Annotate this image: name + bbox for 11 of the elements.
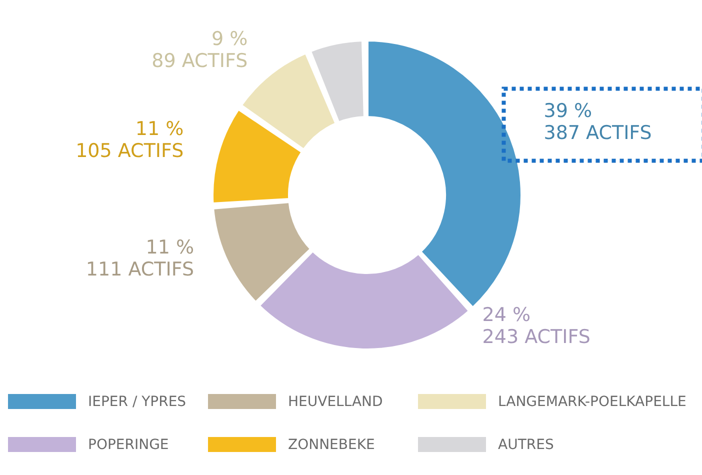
data-label: 11 % 111 ACTIFS	[86, 236, 194, 280]
data-label: 24 % 243 ACTIFS	[482, 304, 590, 348]
legend-label: ZONNEBEKE	[288, 436, 375, 452]
legend-label: POPERINGE	[88, 436, 169, 452]
legend-label: IEPER / YPRES	[88, 394, 186, 410]
legend-label: AUTRES	[498, 436, 554, 452]
legend-label: LANGEMARK-POELKAPELLE	[498, 394, 686, 410]
legend-label: HEUVELLAND	[288, 394, 383, 410]
data-label: 39 % 387 ACTIFS	[544, 100, 652, 144]
data-label: 9 % 89 ACTIFS	[152, 28, 248, 72]
data-label: 11 % 105 ACTIFS	[76, 118, 184, 162]
